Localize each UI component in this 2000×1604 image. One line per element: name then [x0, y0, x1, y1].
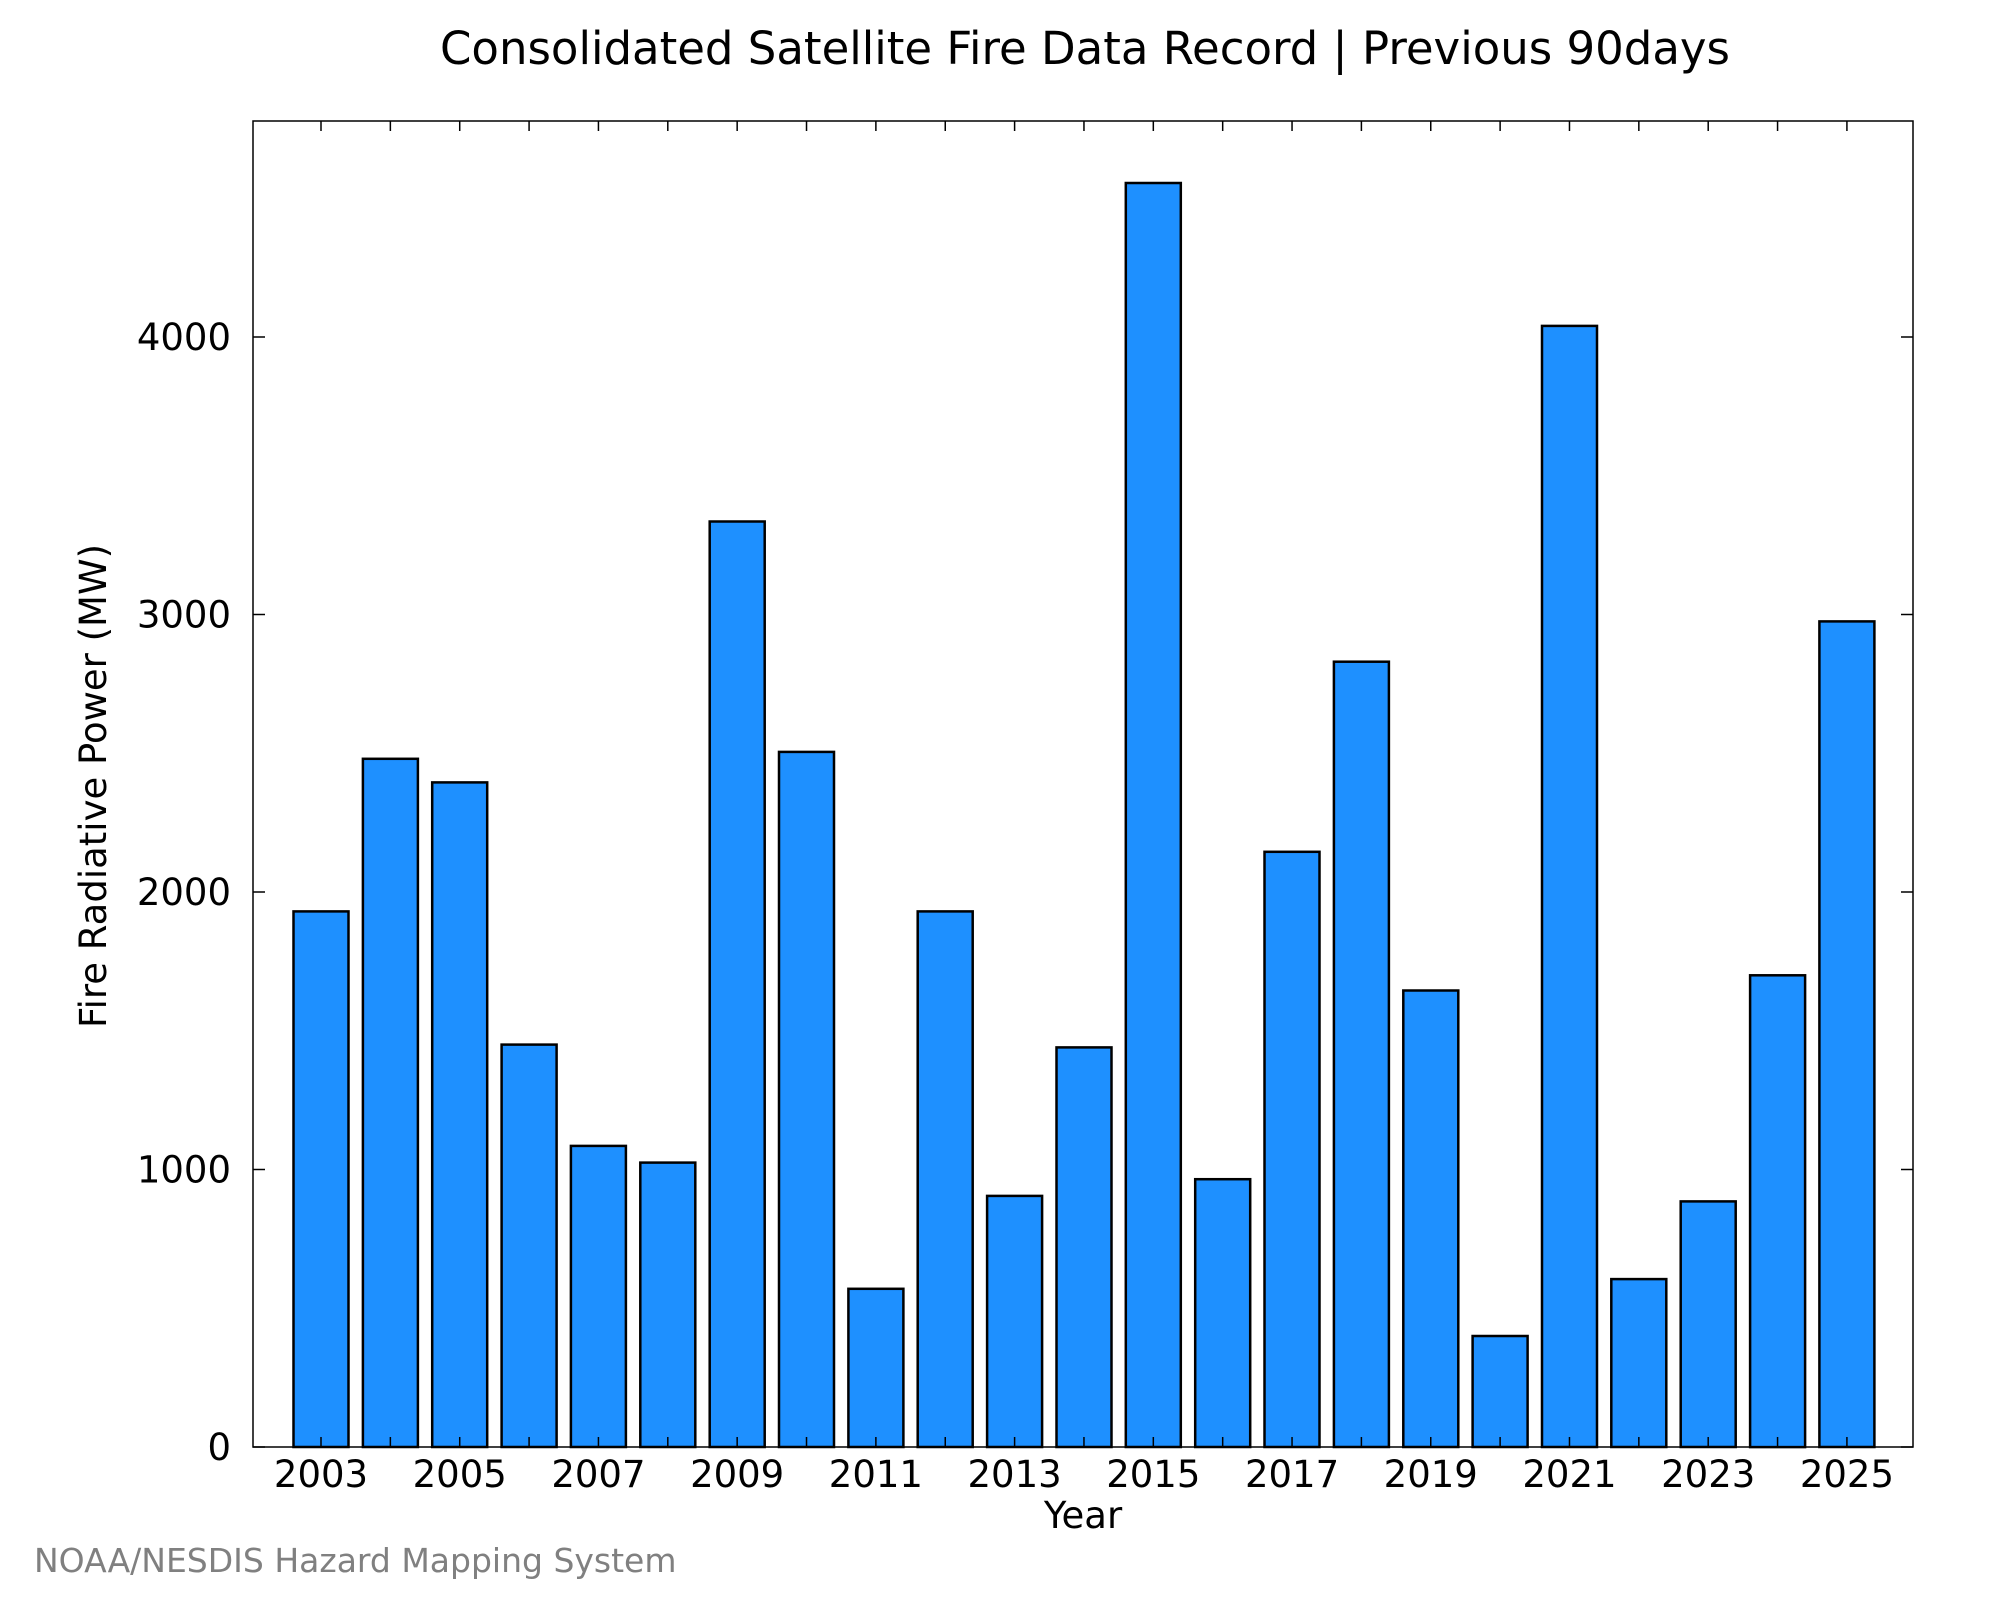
x-tick-label: 2025 — [1800, 1453, 1894, 1496]
bar-2013 — [985, 1194, 1044, 1449]
bar-2009 — [708, 520, 766, 1449]
x-tick-labels: 2003 2005 2007 2009 2011 2013 2015 2017 2019 2021… — [274, 1453, 1894, 1496]
x-tick-label: 2011 — [829, 1453, 923, 1496]
y-tick-label: 3000 — [137, 594, 231, 637]
x-axis-title: Year — [1043, 1494, 1123, 1537]
y-tick-label: 2000 — [137, 871, 231, 914]
y-axis-title: Fire Radiative Power (MW) — [72, 544, 115, 1028]
x-tick-label: 2013 — [968, 1453, 1062, 1496]
bar-2015 — [1124, 181, 1183, 1449]
bar-2008 — [639, 1161, 697, 1449]
bar-2021 — [1540, 324, 1599, 1449]
ticks-layer — [253, 121, 1913, 1448]
bar-2006 — [500, 1043, 558, 1449]
y-tick-label: 0 — [207, 1426, 231, 1469]
bar-2011 — [847, 1287, 905, 1449]
bar-2017 — [1263, 850, 1321, 1449]
source-credit: NOAA/NESDIS Hazard Mapping System — [34, 1541, 677, 1580]
bar-2020 — [1471, 1334, 1529, 1449]
y-tick-labels: 0 1000 2000 3000 4000 — [137, 316, 231, 1469]
x-tick-label: 2019 — [1384, 1453, 1478, 1496]
x-tick-label: 2003 — [274, 1453, 368, 1496]
bar-2016 — [1193, 1177, 1252, 1449]
bar-2003 — [292, 910, 350, 1449]
y-tick-label: 1000 — [137, 1149, 231, 1192]
bar-2012 — [916, 910, 974, 1449]
bar-2014 — [1055, 1046, 1113, 1449]
bars-layer — [292, 181, 1876, 1449]
x-tick-label: 2005 — [413, 1453, 507, 1496]
x-tick-label: 2015 — [1106, 1453, 1200, 1496]
x-tick-label: 2009 — [690, 1453, 784, 1496]
bar-2022 — [1610, 1277, 1668, 1449]
bar-2007 — [569, 1144, 628, 1449]
bar-2023 — [1679, 1200, 1737, 1449]
y-tick-label: 4000 — [137, 316, 231, 359]
bar-2025 — [1818, 620, 1876, 1449]
plot-area-frame — [252, 120, 1914, 1448]
bar-2010 — [777, 750, 836, 1449]
bar-2004 — [361, 757, 420, 1449]
x-tick-label: 2021 — [1522, 1453, 1616, 1496]
x-tick-label: 2007 — [551, 1453, 645, 1496]
bar-2018 — [1332, 660, 1391, 1449]
x-tick-label: 2023 — [1661, 1453, 1755, 1496]
bar-2019 — [1402, 989, 1460, 1449]
bar-2024 — [1748, 974, 1807, 1449]
x-tick-label: 2017 — [1245, 1453, 1339, 1496]
chart-title: Consolidated Satellite Fire Data Record … — [440, 22, 1730, 75]
bar-2005 — [430, 781, 489, 1449]
